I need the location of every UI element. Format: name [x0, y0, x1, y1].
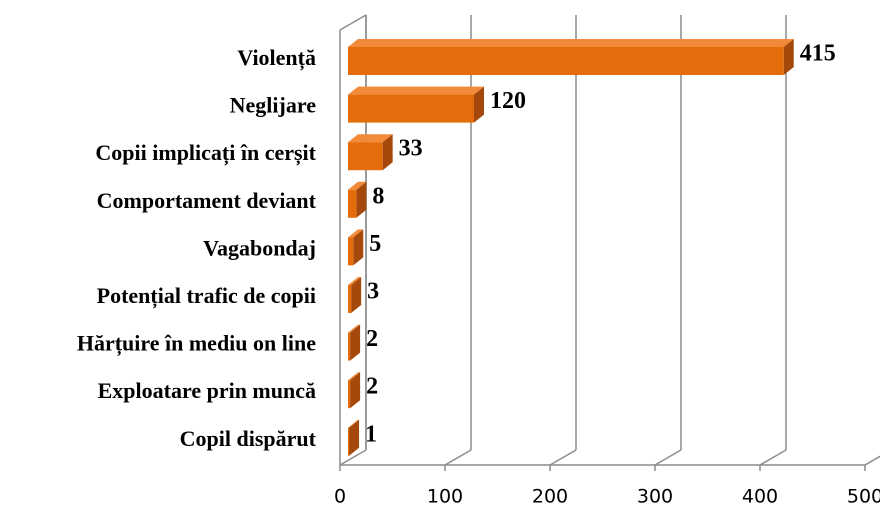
bar [348, 94, 474, 123]
y-tick-label: Copil dispărut [180, 426, 317, 451]
bar [348, 332, 351, 361]
x-tick-label: 0 [334, 486, 346, 508]
y-tick-label: Potențial trafic de copii [97, 283, 316, 309]
bar-side [474, 86, 484, 123]
bar [348, 142, 383, 171]
x-tick-label: 500 [847, 486, 880, 508]
bar-top [348, 372, 361, 381]
bar-top [348, 181, 367, 190]
value-label: 120 [490, 88, 526, 114]
bar [348, 427, 350, 456]
value-label: 3 [367, 279, 379, 305]
bar-top [348, 86, 484, 95]
grid-line [864, 455, 880, 466]
y-tick-label: Violență [237, 45, 316, 71]
grid-line [339, 449, 367, 466]
x-tick-label: 300 [637, 486, 673, 508]
grid-line [549, 449, 577, 466]
value-label: 1 [365, 421, 377, 447]
grid-line [759, 449, 787, 466]
bar-top [348, 277, 362, 285]
bar [348, 380, 351, 409]
bar [348, 189, 357, 218]
x-tick-label: 200 [532, 486, 568, 508]
bar-top [348, 134, 393, 143]
grid-line [654, 449, 682, 466]
bar-top [348, 39, 794, 47]
bar [348, 237, 354, 266]
bar-top [348, 324, 361, 333]
y-tick-label: Vagabondaj [203, 235, 316, 260]
bar [348, 47, 784, 75]
value-label: 2 [366, 374, 378, 400]
x-tick-label: 100 [427, 486, 463, 508]
y-tick-label: Comportament deviant [97, 188, 317, 213]
bar-side [350, 324, 361, 361]
y-tick-label: Hărțuire în mediu on line [77, 331, 316, 357]
value-label: 415 [800, 41, 836, 67]
y-tick-label: Copii implicați în cerșit [95, 140, 316, 166]
bar-side [349, 419, 360, 456]
value-label: 5 [369, 231, 381, 257]
value-label: 8 [372, 183, 384, 209]
bar-side [783, 39, 794, 75]
x-tick-label: 400 [742, 486, 778, 508]
y-tick-label: Neglijare [230, 93, 317, 118]
bar-side [356, 181, 367, 218]
bar [348, 285, 352, 313]
bar-side [382, 134, 393, 171]
bar-side [353, 229, 364, 266]
bar-top [348, 419, 360, 428]
bar-top [348, 229, 364, 238]
value-label: 2 [366, 326, 378, 352]
value-label: 33 [399, 136, 423, 162]
bar-side [351, 277, 362, 313]
grid-line [444, 449, 472, 466]
wall-edge [339, 14, 367, 31]
y-tick-label: Exploatare prin muncă [98, 378, 316, 403]
bar-side [350, 372, 361, 409]
